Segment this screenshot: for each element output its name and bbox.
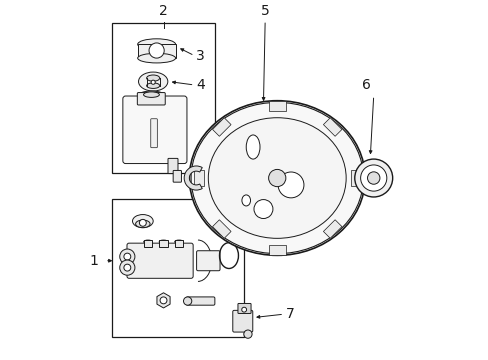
Wedge shape — [184, 166, 202, 190]
Circle shape — [149, 43, 164, 58]
FancyBboxPatch shape — [137, 93, 165, 105]
Text: 1: 1 — [89, 254, 98, 268]
Bar — [350, 170, 360, 186]
Circle shape — [183, 297, 191, 305]
Ellipse shape — [146, 75, 160, 81]
Text: 2: 2 — [159, 4, 167, 18]
Circle shape — [241, 307, 246, 312]
Ellipse shape — [138, 39, 175, 50]
Bar — [268, 245, 285, 255]
Circle shape — [268, 170, 285, 186]
Bar — [159, 240, 167, 247]
Circle shape — [160, 297, 166, 304]
Text: 4: 4 — [196, 78, 204, 92]
Ellipse shape — [208, 118, 346, 238]
Ellipse shape — [132, 215, 153, 228]
Text: 3: 3 — [196, 49, 204, 63]
Ellipse shape — [135, 220, 150, 228]
Ellipse shape — [246, 135, 260, 159]
FancyBboxPatch shape — [196, 251, 220, 271]
Ellipse shape — [143, 92, 159, 98]
FancyBboxPatch shape — [232, 310, 252, 332]
Circle shape — [120, 260, 135, 275]
FancyBboxPatch shape — [186, 297, 214, 305]
Ellipse shape — [146, 83, 160, 89]
Bar — [323, 220, 341, 238]
Text: 5: 5 — [260, 4, 269, 18]
Bar — [112, 199, 244, 337]
FancyBboxPatch shape — [127, 243, 193, 278]
FancyBboxPatch shape — [238, 303, 250, 314]
Ellipse shape — [138, 53, 175, 63]
Bar — [194, 170, 203, 186]
Ellipse shape — [278, 172, 304, 198]
FancyBboxPatch shape — [122, 96, 186, 163]
FancyBboxPatch shape — [138, 44, 175, 58]
Circle shape — [120, 249, 135, 264]
Circle shape — [360, 165, 386, 191]
Ellipse shape — [242, 195, 250, 206]
Bar — [212, 118, 231, 136]
Bar — [212, 220, 231, 238]
FancyBboxPatch shape — [168, 158, 178, 174]
Ellipse shape — [174, 240, 183, 243]
Ellipse shape — [253, 199, 272, 219]
Bar — [323, 118, 341, 136]
Circle shape — [244, 330, 252, 338]
Text: 7: 7 — [285, 307, 294, 321]
Ellipse shape — [138, 72, 167, 91]
Circle shape — [377, 174, 383, 179]
Ellipse shape — [159, 240, 167, 243]
Ellipse shape — [143, 240, 152, 243]
Text: 6: 6 — [362, 78, 370, 92]
FancyBboxPatch shape — [375, 168, 385, 185]
Ellipse shape — [189, 101, 365, 255]
Circle shape — [367, 172, 379, 184]
Circle shape — [123, 253, 130, 260]
Circle shape — [123, 264, 130, 271]
Bar — [268, 101, 285, 111]
Bar — [143, 240, 152, 247]
Ellipse shape — [138, 91, 164, 100]
Circle shape — [139, 219, 146, 226]
FancyBboxPatch shape — [173, 170, 181, 182]
FancyBboxPatch shape — [150, 119, 157, 148]
Bar — [112, 23, 215, 173]
Circle shape — [151, 80, 155, 84]
Circle shape — [354, 159, 392, 197]
FancyBboxPatch shape — [361, 170, 383, 183]
Bar — [174, 240, 183, 247]
